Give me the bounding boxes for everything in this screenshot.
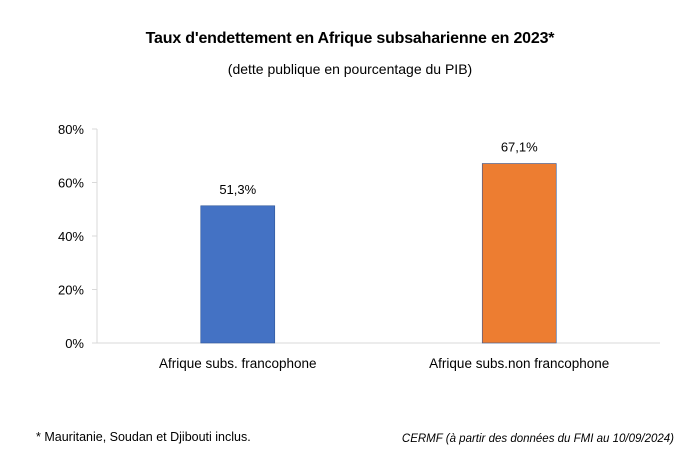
y-tick-label: 60%	[58, 176, 84, 191]
y-tick-label: 0%	[65, 336, 84, 351]
y-tick-label: 20%	[58, 283, 84, 298]
chart-subtitle: (dette publique en pourcentage du PIB)	[227, 61, 473, 77]
bar	[481, 163, 557, 344]
chart-title: Taux d'endettement en Afrique subsaharie…	[145, 30, 555, 47]
data-label: 67,1%	[501, 140, 538, 155]
bar	[200, 205, 276, 344]
y-tick-label: 80%	[58, 122, 84, 137]
source-note: CERMF (à partir des données du FMI au 10…	[401, 433, 674, 445]
x-tick-label: Afrique subs. francophone	[159, 356, 317, 371]
footnote: * Mauritanie, Soudan et Djibouti inclus.	[36, 430, 251, 444]
x-tick-label: Afrique subs.non francophone	[429, 356, 609, 371]
data-label: 51,3%	[219, 182, 256, 197]
y-tick-label: 40%	[58, 229, 84, 244]
